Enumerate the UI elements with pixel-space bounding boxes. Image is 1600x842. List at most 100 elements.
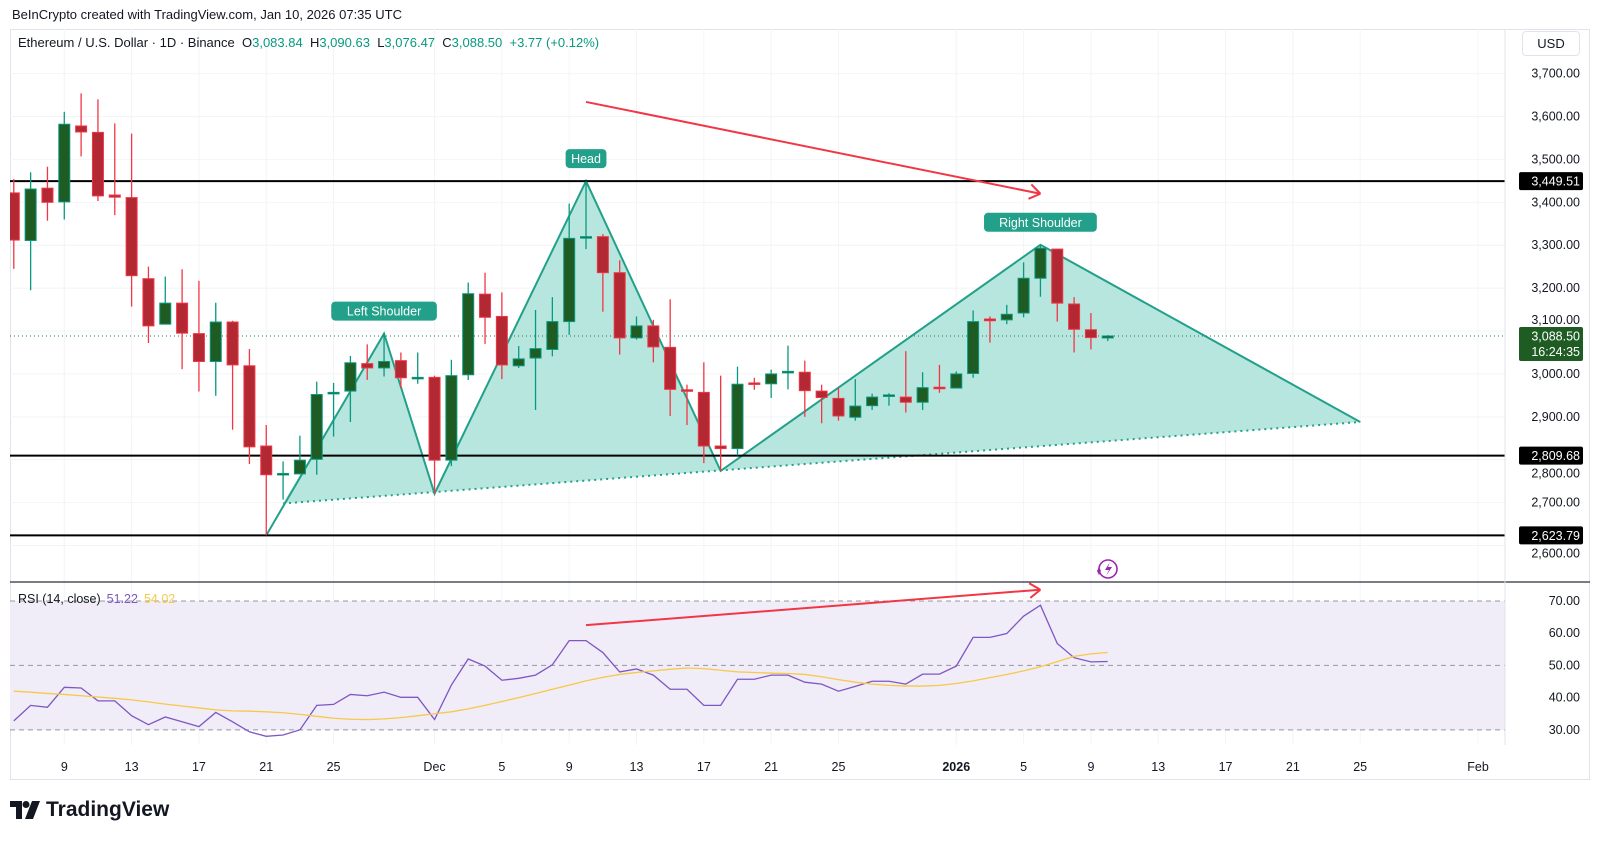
candle-down[interactable] [983, 316, 996, 343]
candle-down[interactable] [75, 93, 88, 157]
time-axis-label: 21 [259, 760, 273, 774]
candle-up[interactable] [1101, 335, 1114, 342]
candle-down[interactable] [479, 272, 492, 344]
rsi-line[interactable] [13, 604, 1108, 737]
candle-up[interactable] [378, 333, 391, 377]
candle-down[interactable] [41, 166, 54, 221]
candle-up[interactable] [1017, 262, 1030, 318]
candle-down[interactable] [899, 351, 912, 413]
candle-up[interactable] [159, 276, 172, 325]
rsi-axis-label: 50.00 [1549, 658, 1580, 672]
candle-down[interactable] [832, 387, 845, 421]
candle-down[interactable] [142, 266, 155, 344]
candle-down[interactable] [596, 234, 609, 312]
candle-down[interactable] [1084, 313, 1097, 350]
candle-down[interactable] [91, 99, 104, 202]
price-trend-arrow[interactable] [585, 100, 1042, 200]
candle-down[interactable] [613, 260, 626, 355]
price-axis-label: 2,800.00 [1531, 467, 1580, 481]
candle-down[interactable] [664, 299, 677, 416]
candle-down[interactable] [243, 349, 256, 465]
time-axis-label: 9 [61, 760, 68, 774]
candle-body [798, 371, 811, 392]
candle-down[interactable] [714, 375, 727, 471]
candle-up[interactable] [58, 111, 71, 220]
rsi-trend-arrow[interactable] [585, 582, 1042, 627]
candle-body [596, 236, 609, 274]
candle-up[interactable] [630, 316, 643, 340]
candle-down[interactable] [394, 352, 407, 389]
candle-down[interactable] [260, 424, 273, 536]
rsi-ma-line[interactable] [13, 651, 1108, 721]
candle-down[interactable] [798, 360, 811, 417]
candle-down[interactable] [8, 179, 20, 269]
candle-up[interactable] [24, 172, 37, 291]
candle-up[interactable] [310, 381, 323, 475]
candle-up[interactable] [882, 393, 895, 406]
level-price-tag [1519, 446, 1583, 465]
candle-down[interactable] [361, 344, 374, 380]
candle-up[interactable] [411, 352, 424, 384]
candle-up[interactable] [781, 345, 794, 390]
time-axis-label: 5 [1020, 760, 1027, 774]
candle-up[interactable] [445, 359, 458, 467]
candle-down[interactable] [1068, 297, 1081, 353]
candle-up[interactable] [765, 369, 778, 398]
level-price-label: 2,623.79 [1531, 529, 1580, 543]
rsi-title[interactable]: RSI (14, close) [18, 592, 101, 606]
candle-up[interactable] [344, 355, 357, 422]
tradingview-logo[interactable]: TradingView [10, 798, 169, 822]
candle-down[interactable] [108, 123, 121, 216]
candle-up[interactable] [529, 310, 542, 410]
candle-down[interactable] [1051, 248, 1064, 322]
candle-body [75, 125, 88, 133]
candle-up[interactable] [731, 366, 744, 456]
candle-body [277, 472, 290, 476]
candle-down[interactable] [647, 319, 660, 363]
candle-down[interactable] [748, 377, 761, 390]
candle-up[interactable] [546, 297, 559, 357]
candle-up[interactable] [277, 461, 290, 500]
candle-up[interactable] [866, 393, 879, 410]
candle-body [866, 396, 879, 407]
candle-up[interactable] [512, 346, 525, 368]
head-and-shoulders-pattern[interactable] [265, 178, 1361, 536]
candle-down[interactable] [681, 384, 693, 425]
candle-up[interactable] [916, 372, 929, 410]
candle-down[interactable] [495, 292, 508, 380]
candle-up[interactable] [580, 181, 593, 250]
candle-up[interactable] [1000, 304, 1013, 325]
candle-body [479, 293, 492, 318]
time-axis-label: 25 [1353, 760, 1367, 774]
candle-up[interactable] [327, 382, 340, 437]
pattern-label[interactable]: Right Shoulder [984, 212, 1097, 232]
candle-down[interactable] [815, 384, 828, 424]
candle-up[interactable] [849, 379, 862, 421]
candle-up[interactable] [209, 302, 222, 396]
candle-up[interactable] [293, 435, 306, 475]
pattern-neckline[interactable] [283, 420, 1361, 505]
candle-body [142, 278, 155, 327]
rsi-pane [10, 600, 1505, 737]
price-axis-label: 3,700.00 [1531, 67, 1580, 81]
currency-button[interactable]: USD [1522, 31, 1580, 56]
candle-up[interactable] [1034, 244, 1047, 297]
pattern-label[interactable]: Head [565, 149, 607, 169]
pattern-label[interactable]: Left Shoulder [331, 301, 437, 321]
candle-down[interactable] [125, 133, 138, 307]
candle-down[interactable] [192, 280, 205, 392]
candle-up[interactable] [967, 310, 980, 378]
candle-down[interactable] [933, 364, 946, 393]
candle-down[interactable] [697, 362, 710, 464]
candle-down[interactable] [428, 375, 441, 494]
candle-up[interactable] [563, 203, 576, 335]
candle-down[interactable] [176, 269, 189, 370]
lightning-icon[interactable] [1097, 559, 1118, 579]
candle-body [697, 391, 710, 447]
candle-down[interactable] [226, 320, 239, 430]
symbol-title[interactable]: Ethereum / U.S. Dollar · 1D · Binance [18, 35, 235, 50]
candle-up[interactable] [950, 371, 963, 389]
time-axis-label: Feb [1467, 760, 1489, 774]
candle-up[interactable] [462, 282, 475, 380]
